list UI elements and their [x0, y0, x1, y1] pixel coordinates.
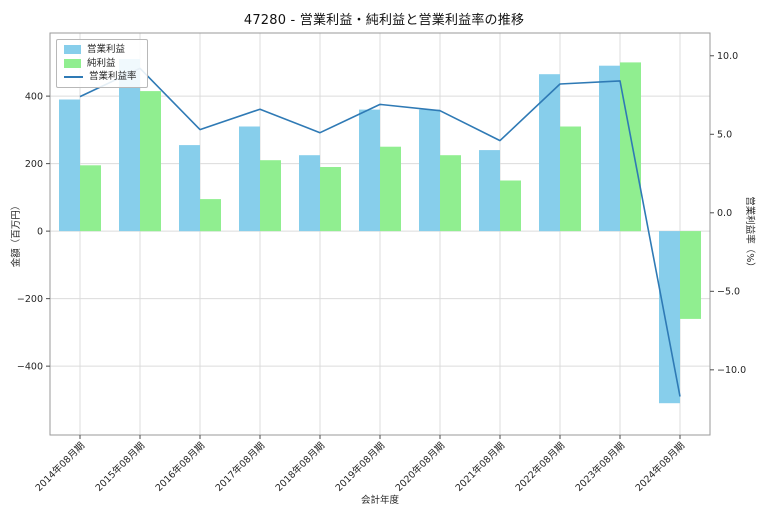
operating-margin-line — [79, 67, 681, 397]
y-tick-label-left: −200 — [17, 294, 43, 305]
legend: 営業利益 純利益 営業利益率 — [56, 39, 148, 88]
y-tick-label-left: 400 — [25, 91, 43, 102]
legend-label-operating-margin: 営業利益率 — [89, 71, 137, 82]
x-axis-label: 会計年度 — [360, 495, 400, 506]
bar-operating-profit — [539, 74, 560, 232]
y-tick-label-left: 0 — [37, 226, 43, 237]
x-tick-label: 2024年08月期 — [633, 440, 687, 494]
bar-operating-profit — [119, 59, 140, 232]
y-axis-label-right: 営業利益率（%） — [744, 196, 755, 272]
x-tick-label: 2016年08月期 — [153, 440, 207, 494]
bar-operating-profit — [59, 99, 80, 232]
y-tick-label-left: 200 — [25, 159, 43, 170]
y-tick-label-right: 10.0 — [717, 51, 738, 62]
operating-profit-swatch — [64, 45, 81, 55]
net-profit-swatch — [64, 58, 81, 68]
legend-item-net-profit: 純利益 — [64, 57, 137, 69]
x-tick-label: 2014年08月期 — [33, 440, 87, 494]
legend-label-net-profit: 純利益 — [87, 57, 116, 69]
x-tick-label: 2020年08月期 — [393, 440, 447, 494]
bar-operating-profit — [599, 65, 620, 232]
bar-net-profit — [680, 231, 701, 319]
x-tick-label: 2015年08月期 — [93, 440, 147, 494]
bar-net-profit — [500, 180, 521, 232]
x-tick-label: 2017年08月期 — [213, 440, 267, 494]
legend-item-operating-margin: 営業利益率 — [64, 72, 137, 82]
x-tick-label: 2022年08月期 — [513, 440, 567, 494]
bar-net-profit — [140, 91, 161, 232]
bar-operating-profit — [659, 231, 680, 404]
bar-net-profit — [620, 62, 641, 232]
legend-label-operating-profit: 営業利益 — [87, 44, 126, 55]
bar-net-profit — [80, 165, 101, 232]
bar-net-profit — [320, 167, 341, 232]
bar-net-profit — [440, 155, 461, 232]
y-tick-label-left: −400 — [17, 361, 43, 372]
bar-operating-profit — [179, 145, 200, 232]
bar-net-profit — [380, 146, 401, 232]
chart-title: 47280 - 営業利益・純利益と営業利益率の推移 — [243, 13, 525, 28]
bar-operating-profit — [299, 155, 320, 232]
operating-margin-line-swatch — [64, 75, 83, 78]
y-tick-label-right: 0.0 — [717, 208, 732, 219]
x-tick-label: 2018年08月期 — [273, 440, 327, 494]
legend-item-operating-profit: 営業利益 — [64, 45, 137, 55]
bar-net-profit — [260, 160, 281, 232]
x-tick-label: 2021年08月期 — [453, 440, 507, 494]
bar-operating-profit — [419, 109, 440, 232]
bar-operating-profit — [359, 109, 380, 232]
bar-net-profit — [200, 199, 221, 232]
y-axis-label-left: 金額（百万円） — [11, 200, 22, 268]
bar-operating-profit — [239, 126, 260, 232]
x-tick-label: 2019年08月期 — [333, 440, 387, 494]
y-tick-label-right: −5.0 — [717, 287, 740, 298]
y-tick-label-right: 5.0 — [717, 130, 732, 141]
bar-operating-profit — [479, 150, 500, 232]
bar-net-profit — [560, 126, 581, 232]
y-tick-label-right: −10.0 — [717, 365, 746, 376]
x-tick-label: 2023年08月期 — [573, 440, 627, 494]
